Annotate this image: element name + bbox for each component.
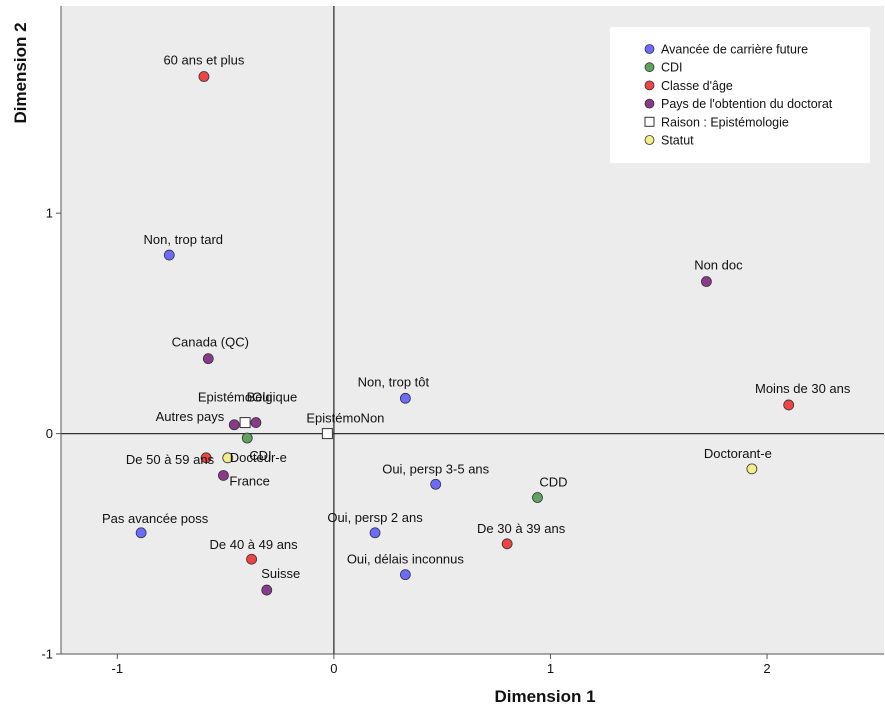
legend-marker-statut bbox=[644, 135, 655, 145]
x-tick-label: -1 bbox=[112, 661, 124, 676]
point-label-de-40-a-49-ans: De 40 à 49 ans bbox=[209, 537, 298, 552]
point-label-epistemonon: EpistémoNon bbox=[306, 411, 384, 426]
point-label-non-trop-tot: Non, trop tôt bbox=[358, 374, 430, 389]
point-label-de-30-a-39-ans: De 30 à 39 ans bbox=[477, 521, 566, 536]
x-axis-title: Dimension 1 bbox=[494, 687, 595, 706]
point-suisse bbox=[261, 584, 273, 596]
legend: Avancée de carrière future CDI Classe d'âg… bbox=[610, 27, 870, 163]
x-tick-label: 2 bbox=[763, 661, 770, 676]
point-label-moins-de-30-ans: Moins de 30 ans bbox=[755, 381, 851, 396]
point-label-epistemooui: EpistémoOui bbox=[198, 390, 273, 405]
point-france bbox=[218, 470, 229, 481]
x-tick-label: 0 bbox=[330, 661, 337, 676]
point-label-non-doc: Non doc bbox=[694, 258, 743, 273]
point-label-cdd: CDD bbox=[539, 475, 567, 490]
point-labels: Non, trop tard Non, trop tôt Oui, persp 3-… bbox=[102, 53, 851, 582]
point-belgique bbox=[250, 417, 262, 428]
point-pas-avancee-poss bbox=[135, 527, 147, 539]
point-label-de-50-a-59-ans: De 50 à 59 ans bbox=[126, 452, 215, 467]
y-tick-label: 1 bbox=[46, 206, 53, 221]
y-axis-title: Dimension 2 bbox=[11, 22, 30, 123]
point-label-autres-pays: Autres pays bbox=[156, 409, 225, 424]
point-label-oui-persp-3-5-ans: Oui, persp 3-5 ans bbox=[382, 461, 489, 476]
point-60-ans-et-plus bbox=[198, 71, 210, 82]
point-label-non-trop-tard: Non, trop tard bbox=[144, 232, 224, 247]
point-label-docteur-e: Docteur-e bbox=[230, 450, 287, 465]
point-label-belgique: Belgique bbox=[247, 390, 298, 405]
point-label-doctorant-e: Doctorant-e bbox=[704, 446, 772, 461]
point-label-60-ans-et-plus: 60 ans et plus bbox=[163, 53, 244, 68]
legend-label-raison-epistemologie: Raison : Epistémologie bbox=[661, 115, 789, 129]
point-de-50-a-59-ans bbox=[200, 452, 212, 464]
point-non-trop-tard bbox=[163, 249, 175, 261]
legend-label-classe-d-age: Classe d'âge bbox=[661, 79, 733, 93]
legend-label-cdi: CDI bbox=[661, 61, 683, 75]
point-label-oui-delais-inconnus: Oui, délais inconnus bbox=[347, 552, 465, 567]
point-cdd bbox=[532, 492, 543, 503]
point-de-40-a-49-ans bbox=[246, 553, 257, 565]
legend-marker-cdi bbox=[644, 62, 655, 73]
point-oui-persp-3-5-ans bbox=[430, 478, 442, 490]
legend-marker-raison-epistemologie bbox=[644, 116, 655, 127]
point-de-30-a-39-ans bbox=[501, 538, 513, 550]
point-label-cdi: CDI bbox=[249, 448, 271, 463]
point-oui-persp-2-ans bbox=[369, 527, 381, 539]
point-oui-delais-inconnus bbox=[399, 569, 411, 581]
data-points bbox=[135, 71, 795, 596]
point-label-canada-qc: Canada (QC) bbox=[172, 335, 249, 350]
point-non-trop-tot bbox=[399, 392, 411, 404]
legend-marker-classe-d-age bbox=[644, 80, 655, 91]
tick-marks: -1 0 1 2 -1 0 1 bbox=[41, 206, 770, 676]
point-moins-de-30-ans bbox=[783, 399, 795, 411]
point-label-pas-avancee-poss: Pas avancée poss bbox=[102, 511, 209, 526]
point-doctorant-e bbox=[746, 463, 758, 475]
legend-label-pays-de-l-obtention-du-doctorat: Pays de l'obtention du doctorat bbox=[661, 97, 833, 111]
point-epistemooui bbox=[239, 417, 251, 429]
y-tick-label: 0 bbox=[46, 426, 53, 441]
point-non-doc bbox=[701, 276, 712, 287]
point-cdi bbox=[241, 432, 253, 444]
legend-marker-pays-de-l-obtention-du-doctorat bbox=[644, 98, 655, 109]
reference-lines bbox=[60, 6, 884, 655]
point-label-suisse: Suisse bbox=[261, 566, 300, 581]
point-canada-qc bbox=[202, 353, 214, 365]
y-tick-label: -1 bbox=[41, 647, 53, 662]
x-tick-label: 1 bbox=[547, 661, 554, 676]
point-label-oui-persp-2-ans: Oui, persp 2 ans bbox=[327, 510, 423, 525]
legend-label-statut: Statut bbox=[661, 134, 694, 148]
legend-label-avancee-de-carriere-future: Avancée de carrière future bbox=[661, 43, 808, 57]
point-label-france: France bbox=[229, 473, 269, 488]
point-autres-pays bbox=[228, 419, 240, 431]
point-docteur-e bbox=[222, 452, 234, 464]
legend-marker-avancee-de-carriere-future bbox=[644, 44, 655, 54]
point-epistemonon bbox=[321, 428, 333, 440]
